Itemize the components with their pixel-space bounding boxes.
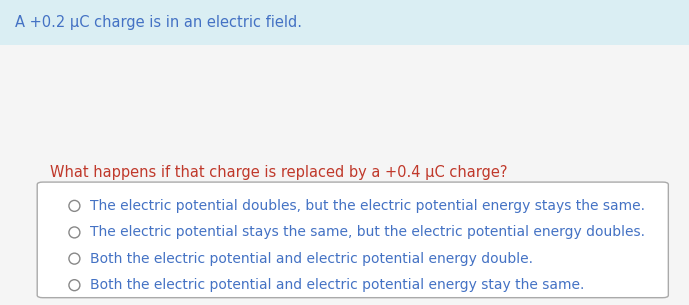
Ellipse shape [69, 227, 80, 238]
Ellipse shape [69, 280, 80, 291]
Text: The electric potential doubles, but the electric potential energy stays the same: The electric potential doubles, but the … [90, 199, 645, 213]
Ellipse shape [69, 253, 80, 264]
Text: What happens if that charge is replaced by a +0.4 μC charge?: What happens if that charge is replaced … [50, 165, 507, 180]
Ellipse shape [69, 200, 80, 211]
Text: Both the electric potential and electric potential energy stay the same.: Both the electric potential and electric… [90, 278, 584, 292]
FancyBboxPatch shape [0, 0, 689, 45]
FancyBboxPatch shape [37, 182, 668, 298]
Text: Both the electric potential and electric potential energy double.: Both the electric potential and electric… [90, 252, 533, 266]
Text: The electric potential stays the same, but the electric potential energy doubles: The electric potential stays the same, b… [90, 225, 645, 239]
Text: A +0.2 μC charge is in an electric field.: A +0.2 μC charge is in an electric field… [15, 15, 302, 30]
